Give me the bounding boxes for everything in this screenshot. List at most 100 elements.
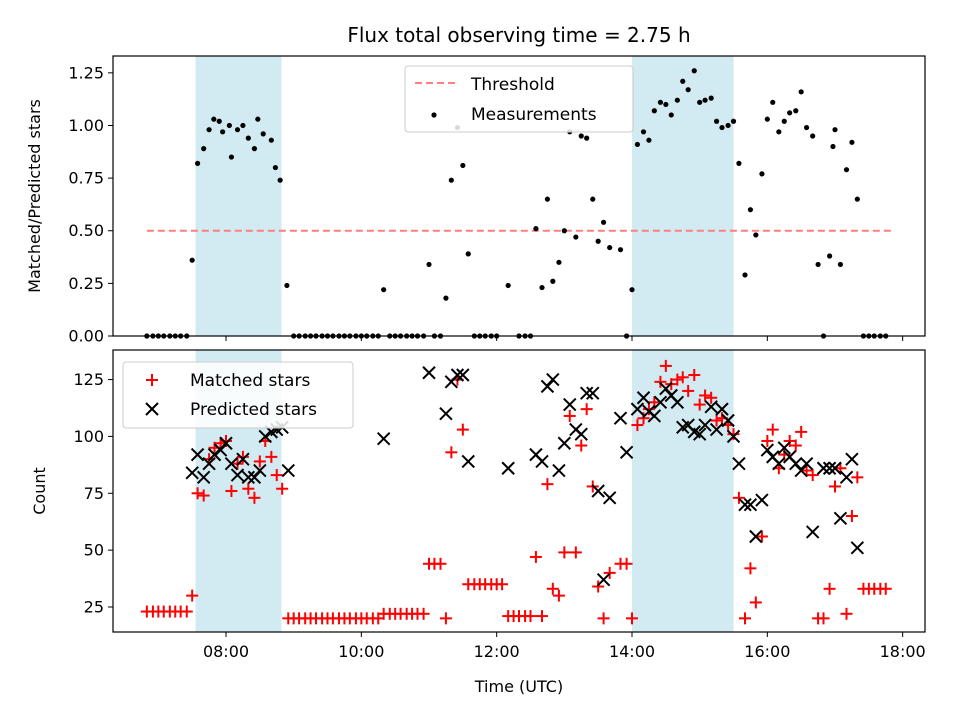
legend-matched-label: Matched stars xyxy=(190,371,310,391)
predicted-star-marker xyxy=(732,457,746,471)
measurement-point xyxy=(607,244,613,251)
matched-star-marker xyxy=(654,375,667,388)
predicted-star-marker-b xyxy=(850,541,865,555)
measurement-point xyxy=(798,89,804,95)
predicted-star-marker-b xyxy=(557,436,572,450)
predicted-star-marker-b xyxy=(743,497,758,512)
measurement-point xyxy=(590,196,596,202)
measurement-point xyxy=(194,160,201,166)
measurement-point xyxy=(713,118,720,124)
predicted-star-marker-b xyxy=(828,461,842,475)
matched-star-marker xyxy=(242,482,255,495)
matched-star-marker xyxy=(845,510,858,523)
predicted-star-marker-b xyxy=(833,511,848,525)
measurement-point xyxy=(189,257,195,263)
measurement-point xyxy=(211,116,217,122)
predicted-star-marker-b xyxy=(630,402,645,416)
matched-star-marker xyxy=(563,409,576,422)
predicted-star-marker-b xyxy=(230,468,245,482)
measurement-point xyxy=(533,226,539,232)
predicted-star-marker xyxy=(805,525,820,539)
matched-star-marker xyxy=(840,607,853,620)
legend-matched-marker xyxy=(146,374,158,386)
measurement-point xyxy=(255,116,261,122)
y-tick-label: 0.75 xyxy=(68,169,104,188)
predicted-star-marker-b xyxy=(202,457,216,471)
measurement-point xyxy=(668,112,674,118)
measurement-point xyxy=(657,99,664,105)
matched-star-marker xyxy=(710,414,723,427)
predicted-star-marker-b xyxy=(501,461,515,475)
matched-star-marker xyxy=(197,489,210,502)
measurement-point xyxy=(561,228,567,234)
predicted-star-marker-b xyxy=(613,411,628,425)
predicted-star-marker-b xyxy=(196,470,211,485)
predicted-star-marker-b xyxy=(766,450,780,464)
measurement-point xyxy=(617,247,624,253)
matched-star-marker xyxy=(186,589,199,602)
y-tick-label: 75 xyxy=(84,484,104,503)
predicted-star-marker-b xyxy=(721,413,735,428)
predicted-star-marker xyxy=(376,431,391,446)
bottom-panel: 25 50 75 100 125 08:00 10:00 12:00 14:00 16:00 18… xyxy=(30,349,926,696)
predicted-star-marker-b xyxy=(552,463,566,478)
measurement-point xyxy=(685,87,691,93)
legend-measurements-marker xyxy=(431,112,437,118)
predicted-star-marker-b xyxy=(456,368,470,382)
predicted-star-marker xyxy=(738,497,752,512)
measurement-point xyxy=(629,287,635,293)
measurement-point xyxy=(680,78,686,84)
predicted-star-marker-b xyxy=(422,366,436,380)
predicted-star-marker xyxy=(596,572,611,587)
matched-star-marker xyxy=(744,562,757,575)
measurement-point xyxy=(742,272,748,278)
y-tick-label: 125 xyxy=(73,370,104,389)
predicted-star-marker-b xyxy=(715,402,729,416)
x-tick-label: 14:00 xyxy=(609,642,655,661)
top-legend-box xyxy=(404,65,634,133)
measurement-point xyxy=(240,122,246,129)
predicted-star-marker xyxy=(839,470,854,485)
predicted-star-marker-b xyxy=(461,454,475,469)
measurement-point xyxy=(448,177,454,183)
predicted-star-marker xyxy=(230,468,245,482)
measurement-point xyxy=(708,95,714,101)
matched-star-marker xyxy=(417,607,430,620)
predicted-star-marker-b xyxy=(777,441,791,455)
measurement-point xyxy=(651,108,657,114)
predicted-star-marker-b xyxy=(709,422,724,437)
measurement-point xyxy=(697,99,703,105)
measurement-point xyxy=(595,238,601,244)
predicted-star-marker-b xyxy=(782,450,797,464)
measurement-point xyxy=(719,124,725,131)
top-shaded-intervals xyxy=(195,56,734,336)
predicted-star-marker-b xyxy=(732,457,746,471)
matched-star-marker xyxy=(225,485,238,497)
measurement-point xyxy=(284,282,290,289)
top-legend: Threshold Measurements xyxy=(404,65,634,133)
matched-star-marker xyxy=(806,469,819,482)
matched-star-marker xyxy=(597,612,610,625)
x-tick-label: 10:00 xyxy=(338,642,384,661)
matched-star-marker xyxy=(739,612,752,625)
matched-star-marker xyxy=(445,446,458,459)
measurement-point xyxy=(220,129,226,135)
predicted-star-marker xyxy=(557,436,572,450)
measurement-point xyxy=(691,68,697,74)
measurement-point xyxy=(460,162,466,169)
predicted-star-marker-b xyxy=(535,454,549,469)
predicted-star-marker-b xyxy=(755,493,769,507)
x-tick-label: 12:00 xyxy=(474,642,520,661)
matched-star-marker xyxy=(265,450,278,463)
matched-star-marker xyxy=(552,589,565,602)
measurement-point xyxy=(226,122,232,129)
predicted-star-marker-b xyxy=(749,529,763,544)
predicted-star-marker-b xyxy=(799,457,814,471)
predicted-star-marker-b xyxy=(219,436,233,450)
matched-star-marker xyxy=(620,557,633,570)
x-tick-label: 18:00 xyxy=(880,642,926,661)
top-x-ticks xyxy=(225,336,904,341)
measurement-point xyxy=(781,118,787,124)
measurement-point xyxy=(674,97,680,103)
predicted-star-marker-b xyxy=(692,427,707,441)
